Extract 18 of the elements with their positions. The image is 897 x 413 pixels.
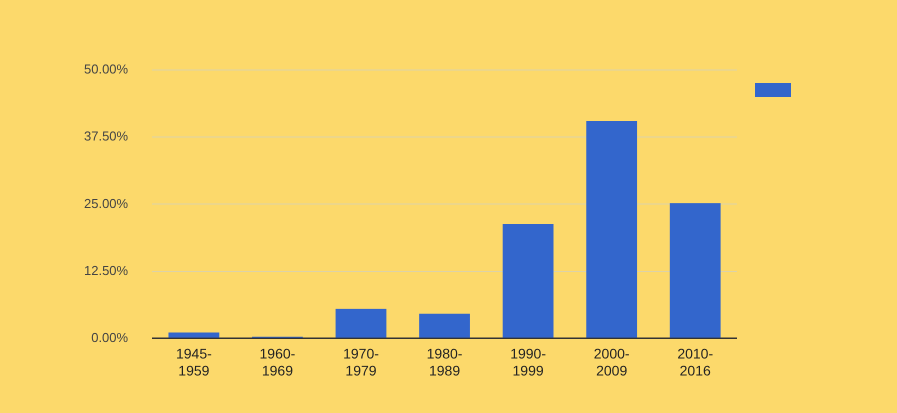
bar	[586, 120, 638, 338]
y-tick-label: 25.00%	[84, 196, 129, 211]
y-tick-label: 0.00%	[91, 330, 129, 345]
y-tick-label: 50.00%	[84, 62, 129, 77]
y-tick-label: 12.50%	[84, 262, 129, 278]
bar	[419, 314, 470, 338]
bar	[502, 224, 554, 338]
x-tick-label: 1960-1969	[260, 346, 296, 378]
bar	[670, 203, 721, 338]
x-tick-label: 1980-1989	[426, 346, 463, 378]
x-tick-label: 1945-1959	[176, 346, 212, 378]
bar	[168, 332, 220, 338]
x-tick-label: 1970-1979	[343, 346, 380, 378]
x-tick-label: 2010-2016	[677, 346, 714, 378]
x-tick-label: 2000-2009	[594, 346, 630, 378]
bar	[336, 308, 386, 338]
y-tick-label: 37.50%	[84, 128, 129, 144]
x-tick-label: 1990-1999	[510, 346, 546, 378]
